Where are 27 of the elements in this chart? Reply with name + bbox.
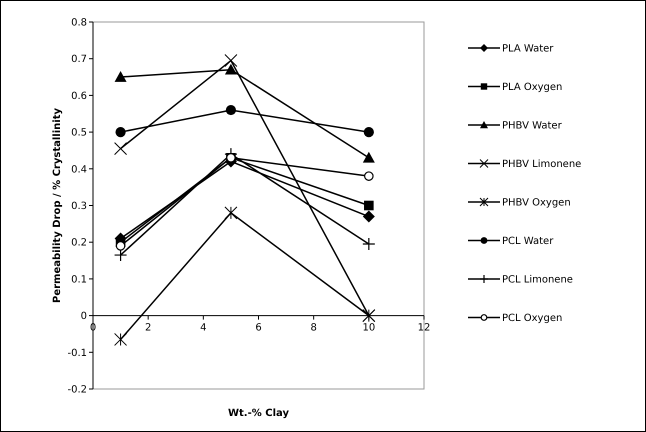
legend-label: PHBV Limonene — [502, 159, 582, 170]
y-tick-label: 0.1 — [71, 274, 87, 286]
legend-label: PCL Oxygen — [502, 313, 562, 324]
legend-label: PLA Oxygen — [502, 82, 562, 93]
y-tick-label: 0.2 — [71, 238, 87, 249]
y-tick-label: 0.4 — [71, 164, 87, 176]
y-tick-label: 0.3 — [71, 201, 87, 212]
legend-label: PLA Water — [502, 44, 554, 54]
x-tick-label: 4 — [200, 322, 207, 334]
x-tick-label: 8 — [310, 322, 317, 334]
x-tick-label: 6 — [255, 322, 262, 334]
y-tick-label: 0.7 — [71, 54, 87, 66]
y-tick-label: -0.2 — [67, 384, 87, 396]
y-tick-label: 0 — [80, 311, 87, 322]
x-tick-label: 12 — [418, 322, 430, 334]
legend-label: PCL Water — [502, 236, 554, 247]
legend-label: PHBV Water — [502, 120, 563, 132]
x-tick-label: 2 — [144, 322, 152, 334]
y-tick-label: 0.5 — [71, 128, 87, 139]
x-axis-title: Wt.-% Clay — [228, 408, 290, 419]
legend-label: PCL Limonene — [502, 274, 573, 286]
x-tick-label: 10 — [362, 322, 376, 334]
y-tick-label: -0.1 — [67, 348, 87, 359]
y-axis-title: Permeability Drop / % Crystallinity — [52, 108, 63, 303]
y-tick-label: 0.6 — [71, 90, 87, 102]
legend-label: PHBV Oxygen — [502, 198, 571, 208]
y-tick-label: 0.8 — [71, 18, 87, 28]
